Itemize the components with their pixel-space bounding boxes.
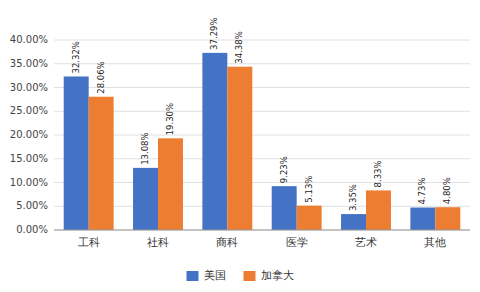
grid-line — [54, 182, 470, 183]
bar — [64, 76, 89, 230]
legend-swatch — [244, 271, 256, 281]
data-label: 8.33% — [373, 160, 383, 187]
bar — [227, 67, 252, 230]
bar — [133, 168, 158, 230]
data-label: 5.13% — [304, 176, 314, 203]
data-label: 4.73% — [417, 178, 427, 205]
data-label: 13.08% — [140, 132, 150, 164]
x-tick-label: 艺术 — [355, 236, 377, 249]
bar — [435, 207, 460, 230]
x-tick-label: 商科 — [216, 236, 238, 249]
bar — [297, 206, 322, 230]
grid-line — [54, 40, 470, 41]
y-tick-label: 20.00% — [10, 129, 48, 140]
grid-line — [54, 135, 470, 136]
data-label: 19.30% — [165, 103, 175, 135]
legend: 美国 加拿大 — [187, 269, 294, 282]
grid-line — [54, 206, 470, 207]
y-tick-label: 35.00% — [10, 58, 48, 69]
bar — [272, 186, 297, 230]
bars — [64, 53, 461, 230]
x-tick-label: 其他 — [424, 236, 446, 249]
grid — [54, 40, 470, 230]
x-tick-label: 社科 — [147, 236, 169, 249]
bar — [158, 138, 183, 230]
legend-label: 加拿大 — [261, 269, 294, 282]
grid-line — [54, 158, 470, 159]
bar — [89, 97, 114, 230]
data-label: 32.32% — [71, 41, 81, 73]
data-label: 9.23% — [279, 156, 289, 183]
bar — [366, 190, 391, 230]
y-tick-label: 10.00% — [10, 177, 48, 188]
x-tick-label: 医学 — [286, 236, 308, 249]
chart: 0.00% 5.00% 10.00% 15.00% 20.00% 25.00% 30.00%… — [0, 0, 480, 292]
data-labels: 32.32% 13.08% 37.29% 9.23% 3.35% 4.73% 28.06% 1… — [71, 17, 453, 211]
y-tick-label: 15.00% — [10, 153, 48, 164]
data-label: 34.38% — [234, 31, 244, 63]
bar — [410, 208, 435, 230]
x-axis: 工科 社科 商科 医学 艺术 其他 — [54, 230, 470, 249]
bar — [202, 53, 227, 230]
grid-line — [54, 87, 470, 88]
y-axis: 0.00% 5.00% 10.00% 15.00% 20.00% 25.00% 30.00%… — [10, 34, 48, 235]
y-tick-label: 25.00% — [10, 105, 48, 116]
y-tick-label: 5.00% — [16, 200, 48, 211]
x-axis-line — [54, 230, 470, 231]
data-label: 28.06% — [96, 61, 106, 93]
data-label: 3.35% — [348, 184, 358, 211]
y-tick-label: 30.00% — [10, 82, 48, 93]
legend-label: 美国 — [204, 269, 226, 282]
y-tick-label: 40.00% — [10, 34, 48, 45]
legend-swatch — [187, 271, 199, 281]
x-tick-label: 工科 — [78, 236, 100, 249]
y-tick-label: 0.00% — [16, 224, 48, 235]
grid-line — [54, 230, 470, 231]
grid-line — [54, 111, 470, 112]
bar — [341, 214, 366, 230]
data-label: 4.80% — [442, 177, 452, 204]
data-label: 37.29% — [209, 17, 219, 49]
grid-line — [54, 63, 470, 64]
page: {"chart_data": {"type": "bar", "categori… — [0, 0, 480, 292]
